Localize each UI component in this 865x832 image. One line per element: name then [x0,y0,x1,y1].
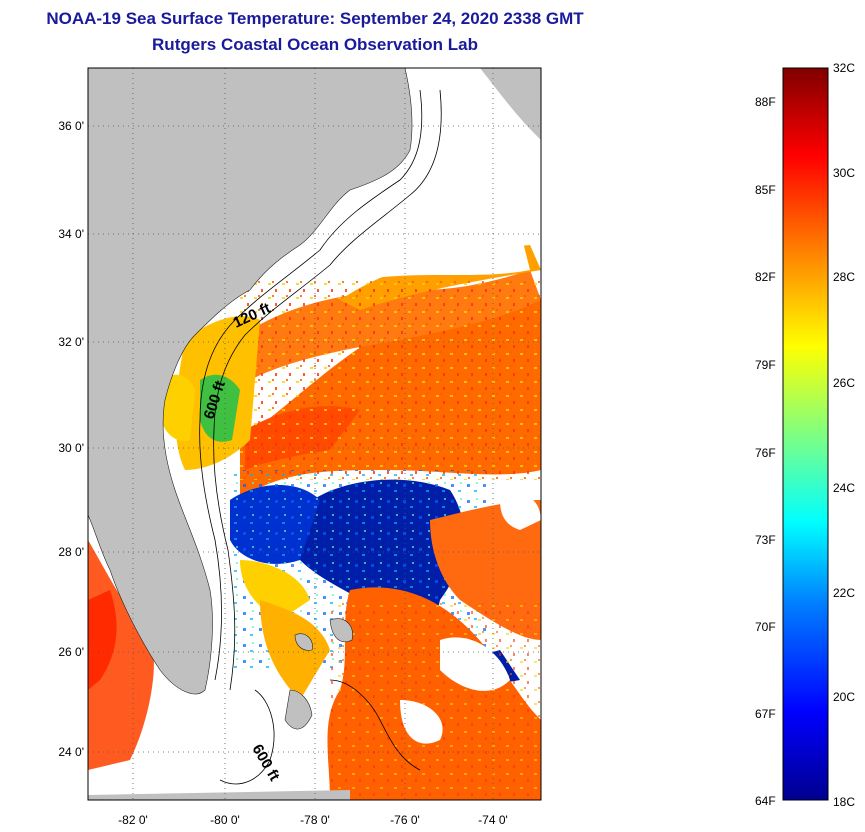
colorbar-c-label: 26C [833,376,856,390]
colorbar-f-label: 82F [755,270,776,284]
map-title: NOAA-19 Sea Surface Temperature: Septemb… [46,9,584,28]
lat-label: 34 0' [58,227,84,241]
map-subtitle: Rutgers Coastal Ocean Observation Lab [152,35,478,54]
colorbar [782,67,829,801]
colorbar-c-label: 22C [833,586,856,600]
land-cuba [88,790,350,800]
latitude-axis: 36 0' 34 0' 32 0' 30 0' 28 0' 26 0' 24 0… [58,119,84,759]
lat-label: 36 0' [58,119,84,133]
colorbar-c-label: 32C [833,61,856,75]
lon-label: -76 0' [390,813,420,827]
land-northeast [480,68,541,140]
lat-label: 32 0' [58,335,84,349]
colorbar-f-label: 88F [755,95,776,109]
colorbar-f-label: 70F [755,620,776,634]
lon-label: -82 0' [118,813,148,827]
colorbar-f-label: 76F [755,446,776,460]
graticule [88,68,541,800]
longitude-axis: -82 0' -80 0' -78 0' -76 0' -74 0' [118,813,508,827]
colorbar-f-label: 85F [755,183,776,197]
colorbar-f-label: 79F [755,358,776,372]
land-bahamas [284,689,313,730]
colorbar-c-label: 24C [833,481,856,495]
lat-label: 28 0' [58,545,84,559]
colorbar-c-label: 30C [833,166,856,180]
lat-label: 30 0' [58,441,84,455]
map-frame [87,67,542,801]
contour-120ft [199,89,423,681]
land-southeast-us [88,68,413,695]
contour-600ft [213,89,442,691]
colorbar-c-label: 20C [833,690,856,704]
colorbar-f-label: 73F [755,533,776,547]
lon-label: -74 0' [478,813,508,827]
lon-label: -80 0' [210,813,240,827]
colorbar-f-label: 64F [755,794,776,808]
colorbar-f-label: 67F [755,707,776,721]
map-plot-area: 120 ft 600 ft 600 ft [88,68,541,800]
lat-label: 24 0' [58,745,84,759]
lat-label: 26 0' [58,645,84,659]
colorbar-c-label: 28C [833,270,856,284]
colorbar-c-label: 18C [833,795,856,809]
lon-label: -78 0' [300,813,330,827]
